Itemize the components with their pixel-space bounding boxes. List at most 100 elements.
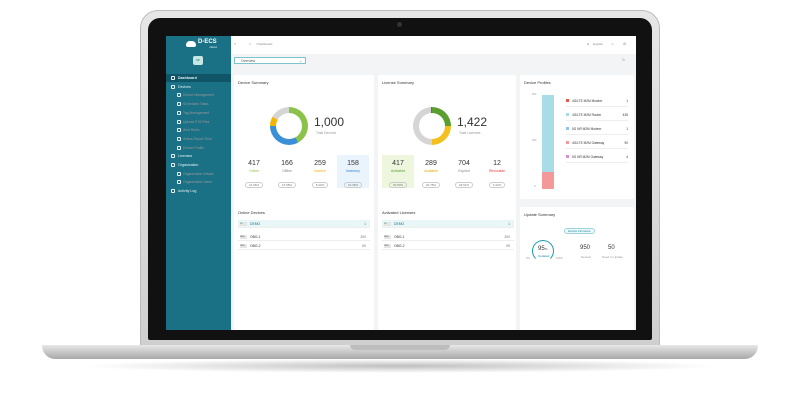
- stat-inventory[interactable]: 158 Inventory 33.38%: [337, 155, 369, 188]
- stat-activated[interactable]: 417 Activated 30.50%: [382, 155, 414, 188]
- sidebar-item-upload-ota-files[interactable]: Upload OTA Files: [166, 118, 231, 126]
- legend-label: 4G/LTE M2M Modem: [572, 99, 603, 103]
- globe-icon[interactable]: ●: [587, 42, 590, 46]
- stat-expired[interactable]: 704 Expired 49.51%: [448, 155, 480, 188]
- collapse-icon[interactable]: «: [234, 42, 236, 46]
- sidebar-item-status-report-time[interactable]: Status Report Time: [166, 135, 231, 143]
- sidebar-item-scheduled-tasks[interactable]: Scheduled Tasks: [166, 100, 231, 108]
- axis-tick: 500: [532, 93, 537, 96]
- stat-percent: 16.58%: [277, 182, 297, 188]
- stat-inactive[interactable]: 259 Inactive 8.33%: [304, 155, 336, 188]
- chevron-down-icon: ⌄: [299, 59, 302, 63]
- sidebar-item-label: Alert Rules: [183, 128, 200, 133]
- settings-icon[interactable]: ⚙: [623, 42, 627, 46]
- table-row[interactable]: OBG OBG-2 99: [382, 242, 514, 250]
- sidebar-item-organization-users[interactable]: Organization Users: [166, 178, 231, 186]
- legend-label: 5G NR M2M Modem: [572, 127, 602, 131]
- table-row[interactable]: DP DEMO 1: [238, 220, 370, 228]
- device-donut: [270, 107, 308, 145]
- sidebar-item-label: Dashboard: [178, 76, 197, 80]
- table-row[interactable]: OBG OBG-1 300: [382, 233, 514, 241]
- home-icon[interactable]: ⌂: [249, 42, 252, 46]
- row-value: 99: [506, 244, 510, 248]
- organization-users-icon: [177, 180, 181, 185]
- stat-revocable[interactable]: 12 Revocable 0.42%: [481, 155, 513, 188]
- stat-value: 166: [281, 160, 293, 167]
- total-devices-label: Total Devices: [316, 131, 337, 135]
- gauge-max: 100%: [556, 257, 563, 260]
- device-profiles-card: Device Profiles 500 250 0 4G/LTE M2M Mod…: [520, 75, 634, 199]
- online-devices-list-title: Online Devices: [238, 210, 265, 215]
- stat-available[interactable]: 289 Available 20.75%: [415, 155, 447, 188]
- sidebar-item-device-profile[interactable]: Device Profile: [166, 144, 231, 152]
- gauge-label: Updated: [538, 254, 550, 258]
- laptop-shadow: [80, 359, 720, 373]
- stat-percent: 0.42%: [488, 182, 506, 188]
- sidebar-item-tag-management[interactable]: Tag Management: [166, 109, 231, 117]
- bell-icon[interactable]: ♫: [611, 42, 614, 46]
- need-update-count: 50: [608, 245, 615, 251]
- card-title: Update Summary: [524, 212, 556, 217]
- stat-online[interactable]: 417 Online 41.66%: [238, 155, 270, 188]
- total-licenses: 1,422: [457, 115, 488, 129]
- row-value: 60: [362, 244, 366, 248]
- stat-value: 417: [248, 160, 260, 167]
- sidebar-item-label: Activity Log: [178, 189, 197, 194]
- card-title: Device Profiles: [524, 80, 551, 85]
- sidebar-item-label: Organization: [178, 163, 199, 167]
- table-row[interactable]: DP DEMO 1: [382, 220, 514, 228]
- legend-swatch: [566, 99, 569, 102]
- stat-label: Offline: [282, 169, 292, 173]
- stat-percent: 8.33%: [311, 182, 329, 188]
- stat-percent: 33.38%: [343, 182, 363, 188]
- legend-item[interactable]: 4G/LTE M2M Router 435: [566, 109, 628, 121]
- sidebar-item-label: Organization Details: [183, 171, 214, 176]
- row-name: OBG-2: [250, 244, 261, 248]
- legend-item[interactable]: 5G NR M2M Gateway 4: [566, 151, 628, 163]
- row-name: OBG-1: [394, 235, 405, 239]
- legend-swatch: [566, 141, 569, 144]
- row-name: DEMO: [394, 222, 405, 226]
- table-row[interactable]: OBG OBG-2 60: [238, 242, 370, 250]
- table-row[interactable]: OBG OBG-1 300: [238, 233, 370, 241]
- cloud-logo-icon: [186, 41, 196, 47]
- legend-item[interactable]: 4G/LTE M2M Modem 1: [566, 95, 628, 107]
- stat-label: Expired: [458, 169, 470, 173]
- sidebar-item-licenses[interactable]: Licenses: [166, 152, 231, 160]
- legend-value: 4: [626, 155, 628, 159]
- upload-ota-files-icon: [177, 119, 181, 124]
- axis-tick: 250: [532, 139, 537, 142]
- legend-swatch: [566, 155, 569, 158]
- sidebar-item-organization[interactable]: Organization: [166, 161, 231, 169]
- need-update-label: Need to Update: [602, 255, 624, 259]
- language-selector[interactable]: English: [593, 42, 603, 46]
- stat-label: Activated: [391, 169, 405, 173]
- sidebar-item-devices[interactable]: Devices: [166, 83, 231, 91]
- sidebar-item-dashboard[interactable]: Dashboard: [166, 74, 231, 82]
- organization-icon: [171, 163, 175, 167]
- license-donut: [413, 107, 451, 145]
- sidebar-item-organization-details[interactable]: Organization Details: [166, 170, 231, 178]
- card-title: Device Summary: [238, 80, 269, 85]
- sidebar-item-alert-rules[interactable]: Alert Rules: [166, 126, 231, 134]
- stat-offline[interactable]: 166 Offline 16.58%: [271, 155, 303, 188]
- legend-value: 1: [626, 99, 628, 103]
- avatar[interactable]: SP: [193, 56, 203, 65]
- total-licenses-label: Total Licenses: [459, 131, 481, 135]
- refresh-icon[interactable]: ↻: [622, 58, 625, 62]
- legend-label: 4G/LTE M2M Gateway: [572, 141, 605, 145]
- online-devices-list: Online Devices DP DEMO 1 OBG OBG-1 300 OBG OBG-2…: [234, 206, 374, 256]
- gauge-min: 0%: [526, 257, 530, 260]
- row-name: DEMO: [250, 222, 261, 226]
- top-bar: « ⌂ / Dashboard ● English ♫ ⚙: [231, 36, 636, 54]
- sidebar-item-label: Organization Users: [183, 180, 213, 185]
- sidebar-item-activity-log[interactable]: Activity Log: [166, 187, 231, 195]
- gauge-value: 95%: [538, 246, 548, 252]
- row-value: 300: [504, 235, 510, 239]
- sidebar-item-device-management[interactable]: Device Management: [166, 91, 231, 99]
- organization-details-icon: [177, 171, 181, 176]
- legend-item[interactable]: 5G NR M2M Modem 1: [566, 123, 628, 135]
- legend-item[interactable]: 4G/LTE M2M Gateway 90: [566, 137, 628, 149]
- view-select[interactable]: Overview ⌄: [234, 57, 306, 64]
- device-firmware-chip[interactable]: Device Firmware: [564, 228, 595, 234]
